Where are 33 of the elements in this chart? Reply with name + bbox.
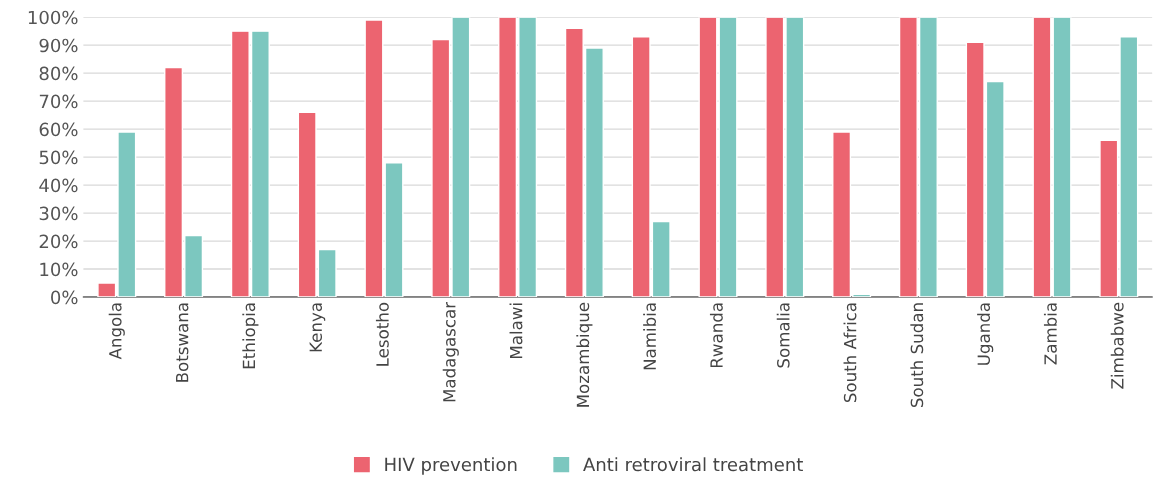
x-tick-label: South Africa: [843, 303, 857, 403]
y-tick-label: 0%: [51, 290, 78, 305]
y-tick-label: 30%: [39, 206, 78, 221]
x-tick-label: Mozambique: [576, 302, 593, 407]
y-tick-label: 20%: [39, 234, 78, 249]
bar: [718, 17, 738, 298]
y-tick-label: 100%: [28, 10, 78, 25]
x-tick-label: Zimbabwe: [1110, 302, 1124, 389]
legend-label: Anti retroviral treatment: [583, 457, 803, 472]
bar: [1052, 17, 1072, 298]
x-tick-label: Madagascar: [442, 301, 459, 402]
y-tick-label: 80%: [39, 66, 78, 81]
x-tick-label: Somalia: [776, 303, 790, 368]
x-tick-label: Zambia: [1043, 303, 1057, 365]
y-tick-label: 40%: [39, 178, 78, 193]
bar: [698, 17, 718, 298]
legend-label: HIV prevention: [385, 457, 517, 475]
x-tick-label: Lesotho: [375, 302, 389, 366]
x-tick-label: Angola: [108, 303, 125, 360]
y-tick-label: 90%: [39, 38, 78, 53]
y-tick-label: 10%: [40, 262, 78, 277]
x-tick-label: Kenya: [309, 303, 326, 352]
x-tick-label: Rwanda: [709, 303, 723, 368]
x-tick-label: Uganda: [977, 303, 994, 365]
x-tick-label: Botswana: [176, 303, 189, 382]
y-tick-label: 70%: [39, 94, 78, 109]
bar: [1032, 17, 1052, 298]
x-tick-label: South Sudan: [910, 303, 924, 408]
y-tick-label: 60%: [39, 122, 78, 137]
x-tick-label: Malawi: [509, 303, 523, 358]
x-tick-label: Ethiopia: [242, 303, 259, 369]
x-tick-label: Namibia: [643, 303, 657, 370]
y-tick-label: 50%: [39, 150, 78, 165]
